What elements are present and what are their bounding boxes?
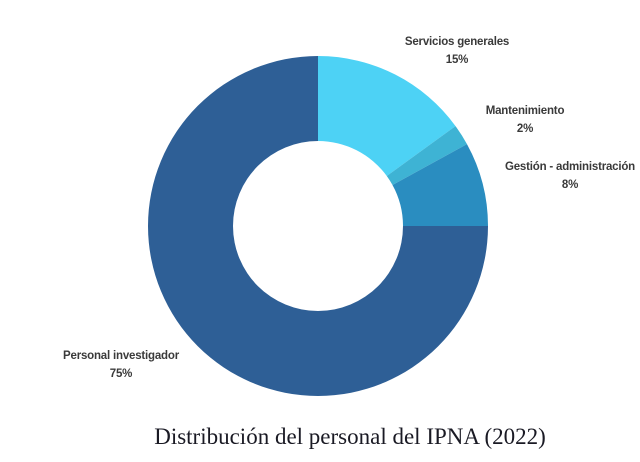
label-servicios-generales: Servicios generales 15% [405,33,509,69]
segment-label: Personal investigador [63,350,179,362]
segment-percentage: 15% [445,54,469,66]
segment-label: Gestión - administración [504,161,636,173]
label-mantenimiento: Mantenimiento 2% [486,102,565,138]
pie-slice-gestion-administracion [392,144,488,226]
segment-percentage: 75% [109,368,133,380]
chart-title: Distribución del personal del IPNA (2022… [154,424,546,449]
segment-percentage: 8% [561,179,579,191]
label-personal-investigador: Personal investigador 75% [63,347,179,383]
pie-slice-mantenimiento [386,126,467,186]
pie-slice-personal-investigador [148,56,488,396]
segment-label: Mantenimiento [485,105,565,117]
label-gestion-administracion: Gestión - administración 8% [505,158,635,194]
segment-percentage: 2% [516,123,534,135]
pie-slice-servicios-generales [318,56,456,177]
segment-label: Servicios generales [404,36,510,48]
